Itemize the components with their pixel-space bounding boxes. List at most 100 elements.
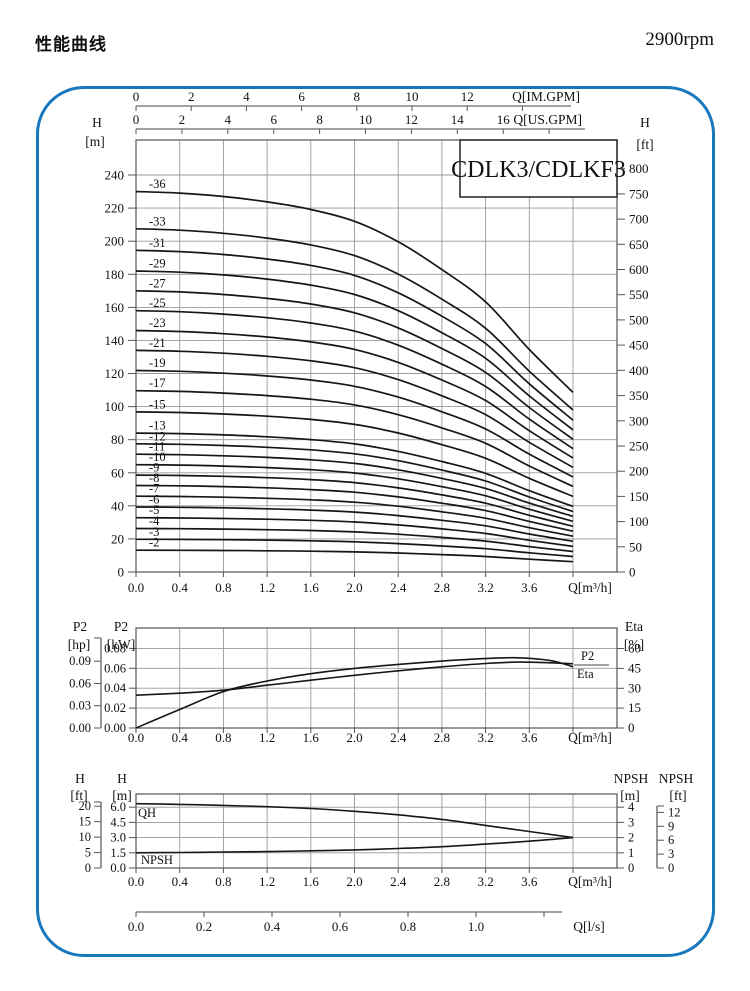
- ruler-tick-label: 0.0: [128, 919, 144, 934]
- axis-unit-h-ft: [ft]: [636, 137, 653, 152]
- y-tick-label: 220: [105, 201, 125, 216]
- x-tick-label: 2.0: [346, 730, 362, 745]
- curve-label: -11: [149, 440, 165, 454]
- x-tick-label: 3.6: [521, 874, 538, 889]
- npsh-curve: [135, 836, 574, 854]
- curve-label: -21: [149, 336, 166, 350]
- y-tick-label: 6: [668, 833, 674, 847]
- curve-label: -19: [149, 356, 166, 370]
- ruler-tick-label: 14: [451, 112, 465, 127]
- y-tick-label: 0: [629, 565, 636, 580]
- curve-label: -31: [149, 236, 166, 250]
- eta-curve: [135, 656, 574, 729]
- axis-unit-npsh-m: [m]: [620, 788, 640, 803]
- pump-curve: [135, 463, 574, 523]
- pump-curve: [135, 474, 574, 528]
- y-tick-label: 12: [668, 805, 681, 819]
- y-tick-label: 6.0: [110, 800, 126, 814]
- y-tick-label: 140: [105, 333, 125, 348]
- ruler-tick-label: 8: [354, 89, 361, 104]
- x-axis-unit: Q[m³/h]: [568, 730, 612, 745]
- pump-curve: [135, 549, 574, 563]
- axis-name-eta: Eta: [625, 619, 643, 634]
- ruler-tick-label: 0.6: [332, 919, 349, 934]
- y-tick-label: 0.00: [104, 721, 126, 735]
- pump-curve: [135, 349, 574, 469]
- x-tick-label: 1.6: [303, 580, 320, 595]
- y-tick-label: 15: [628, 700, 641, 715]
- axis-unit-p2-kw: [kW]: [107, 637, 135, 652]
- x-tick-label: 1.6: [303, 874, 320, 889]
- axis-unit-npsh-ft: [ft]: [669, 788, 686, 803]
- x-tick-label: 1.2: [259, 730, 275, 745]
- curve-label: -29: [149, 257, 166, 271]
- power-eta-chart: 0.00 0.02 0.04 0.06 0.08 0.00 0.03 0.06 0.09 0 15 3…: [68, 619, 644, 745]
- x-tick-label: 3.2: [477, 874, 493, 889]
- ruler-tick-label: 0.4: [264, 919, 281, 934]
- curve-label: -13: [149, 419, 166, 433]
- pump-curve: [135, 389, 574, 488]
- x-tick-label: 3.6: [521, 580, 538, 595]
- y-tick-label: 0.0: [110, 861, 126, 875]
- axis-unit-p2-hp: [hp]: [68, 637, 91, 652]
- model-label: CDLK3/CDLKF3: [451, 157, 626, 183]
- ruler-tick-label: 2: [179, 112, 186, 127]
- y-tick-label: 150: [629, 489, 649, 504]
- y-tick-label: 700: [629, 212, 649, 227]
- y-tick-label: 0: [85, 861, 91, 875]
- pump-curve: [135, 190, 574, 394]
- curve-label: -10: [149, 450, 166, 464]
- x-tick-label: 1.2: [259, 874, 275, 889]
- y-tick-label: 60: [111, 465, 124, 480]
- curve-label: -17: [149, 376, 166, 390]
- y-tick-label: 45: [628, 660, 641, 675]
- curve-label: -23: [149, 316, 166, 330]
- y-tick-label: 250: [629, 439, 649, 454]
- pump-curve: [135, 516, 574, 548]
- y-tick-label: 550: [629, 287, 649, 302]
- ruler-tick-label: 0: [133, 89, 140, 104]
- axis-name-h-ft: H: [75, 771, 85, 786]
- curve-label: -3: [149, 525, 159, 539]
- y-tick-label: 5: [85, 846, 91, 860]
- ruler-unit-us-gpm: Q[US.GPM]: [513, 112, 582, 127]
- x-tick-label: 3.6: [521, 730, 538, 745]
- x-tick-label: 2.0: [346, 874, 362, 889]
- y-tick-label: 20: [111, 531, 124, 546]
- axis-unit-h-ft: [ft]: [70, 788, 87, 803]
- ruler-tick-label: 0.2: [196, 919, 212, 934]
- curve-label: -8: [149, 471, 159, 485]
- npsh-curve-label: NPSH: [141, 853, 173, 867]
- y-tick-label: 1: [628, 846, 634, 860]
- y-tick-label: 0.06: [104, 661, 126, 675]
- plot-frame: [135, 627, 618, 729]
- y-tick-label: 200: [629, 464, 649, 479]
- y-tick-label: 20: [79, 799, 92, 813]
- axis-unit-h-m: [m]: [112, 788, 132, 803]
- x-tick-label: 2.8: [434, 874, 450, 889]
- y-tick-label: 500: [629, 312, 649, 327]
- curve-label: -12: [149, 429, 166, 443]
- ruler-unit-ls: Q[l/s]: [573, 919, 605, 934]
- plot-frame: [135, 139, 618, 573]
- y-tick-label: 0.00: [69, 721, 91, 735]
- pump-curve: [135, 484, 574, 533]
- x-tick-label: 0.8: [215, 730, 231, 745]
- pump-curve: [135, 495, 574, 538]
- y-tick-label: 0.04: [104, 681, 127, 695]
- y-tick-label: 800: [629, 161, 649, 176]
- curve-label: -33: [149, 214, 166, 228]
- y-tick-label: 600: [629, 262, 649, 277]
- y-tick-label: 0.09: [69, 654, 91, 668]
- curve-label: -5: [149, 503, 159, 517]
- y-tick-label: 300: [629, 413, 649, 428]
- ruler-tick-label: 6: [298, 89, 305, 104]
- pump-curve: [135, 453, 574, 518]
- y-tick-label: 3: [668, 847, 674, 861]
- x-tick-label: 0.8: [215, 580, 231, 595]
- y-tick-label: 10: [79, 830, 92, 844]
- x-tick-label: 2.8: [434, 580, 450, 595]
- x-tick-label: 0.4: [172, 730, 189, 745]
- ruler-tick-label: 10: [406, 89, 419, 104]
